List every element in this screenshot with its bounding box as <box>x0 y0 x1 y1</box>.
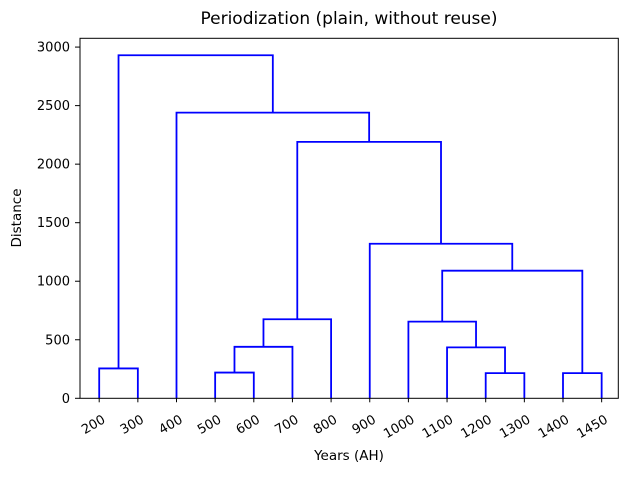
y-axis-label: Distance <box>9 188 25 248</box>
y-tick-label: 2000 <box>37 158 70 173</box>
x-axis-label: Years (AH) <box>314 448 384 464</box>
dendrogram-link <box>484 372 526 399</box>
dendrogram-link <box>262 318 332 399</box>
dendrogram-link <box>562 372 603 399</box>
y-tick-label: 1000 <box>37 275 70 290</box>
x-tick-label: 1200 <box>459 412 495 442</box>
y-tick-label: 0 <box>62 392 70 407</box>
x-tick-label: 1000 <box>381 412 417 442</box>
chart-title: Periodization (plain, without reuse) <box>200 9 498 29</box>
x-tick-label: 600 <box>234 412 263 437</box>
dendrogram-link <box>175 111 371 399</box>
y-tick-label: 500 <box>45 333 70 348</box>
dendrogram-link <box>296 141 442 320</box>
x-tick-label: 1400 <box>536 412 572 442</box>
x-tick-label: 300 <box>118 412 147 437</box>
dendrogram-link <box>117 54 274 369</box>
dendrogram-link <box>407 320 477 399</box>
y-tick-label: 1500 <box>37 216 70 231</box>
axes-frame <box>79 37 619 399</box>
x-tick-label: 700 <box>272 412 301 437</box>
x-tick-label: 400 <box>156 412 185 437</box>
y-tick-label: 2500 <box>37 99 70 114</box>
y-tick-label: 3000 <box>37 41 70 56</box>
x-tick-label: 1300 <box>497 412 533 442</box>
x-tick-label: 1450 <box>574 412 610 442</box>
x-tick-label: 1100 <box>420 412 456 442</box>
x-tick-label: 800 <box>311 412 340 437</box>
x-tick-label: 200 <box>79 412 108 437</box>
dendrogram-link <box>233 345 294 399</box>
dendrogram-link <box>98 367 139 399</box>
x-tick-label: 500 <box>195 412 224 437</box>
dendrogram-link <box>214 371 255 399</box>
x-tick-label: 900 <box>350 412 379 437</box>
